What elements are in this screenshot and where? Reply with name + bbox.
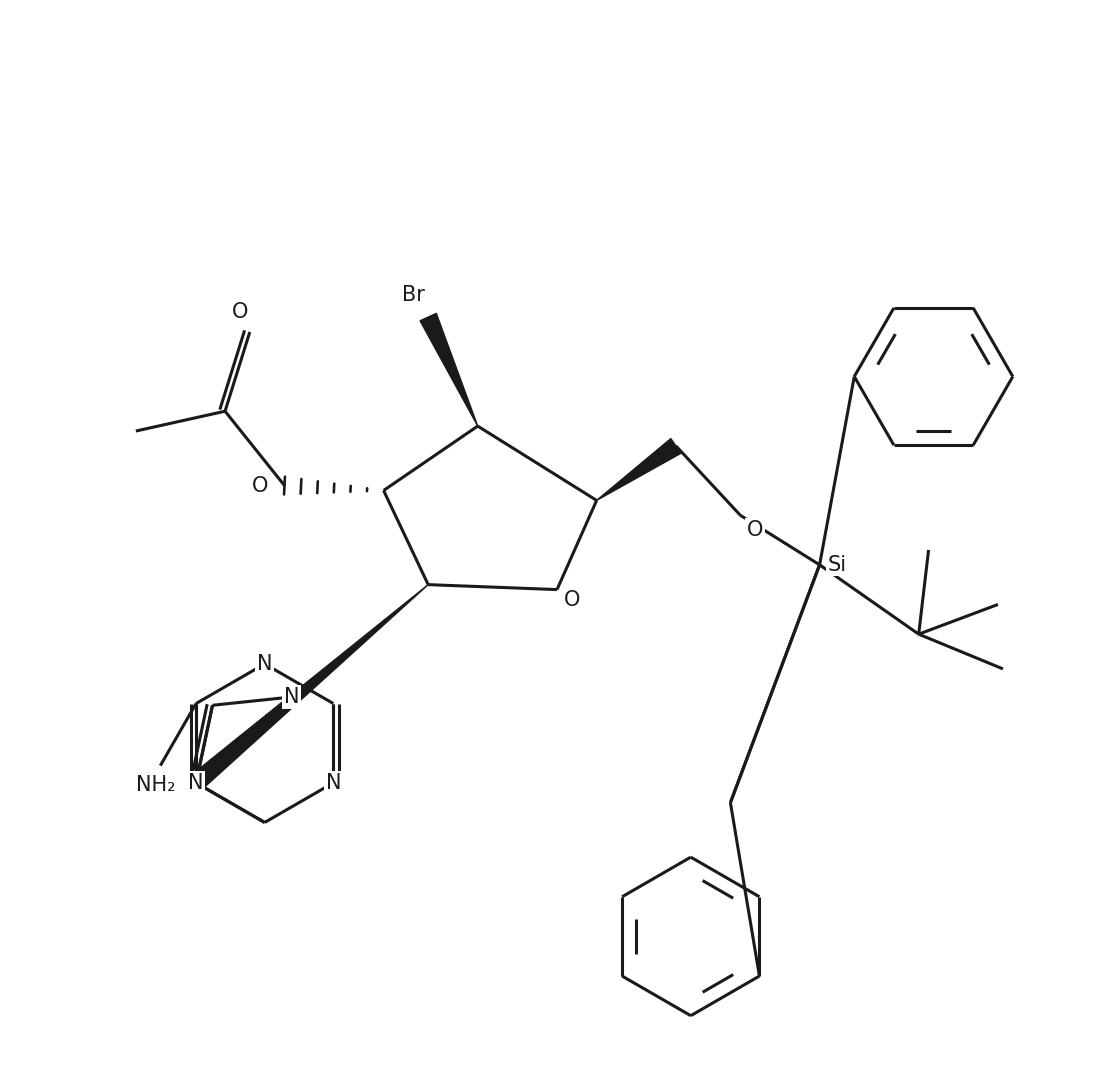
Text: NH₂: NH₂	[136, 775, 175, 796]
Text: O: O	[747, 520, 763, 541]
Polygon shape	[420, 314, 478, 426]
Polygon shape	[597, 438, 681, 500]
Text: Br: Br	[402, 286, 424, 305]
Text: N: N	[325, 773, 341, 792]
Text: O: O	[252, 475, 267, 496]
Text: O: O	[564, 590, 580, 609]
Text: O: O	[232, 302, 248, 323]
Text: N: N	[284, 687, 299, 707]
Text: N: N	[257, 654, 273, 674]
Text: N: N	[188, 773, 204, 792]
Polygon shape	[190, 584, 428, 789]
Text: Si: Si	[828, 555, 847, 574]
